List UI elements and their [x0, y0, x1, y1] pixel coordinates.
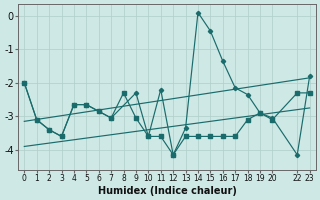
X-axis label: Humidex (Indice chaleur): Humidex (Indice chaleur): [98, 186, 236, 196]
